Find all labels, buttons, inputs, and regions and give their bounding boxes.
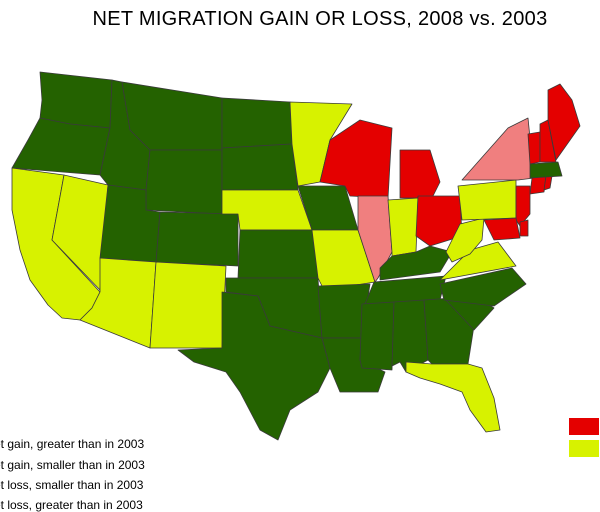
state-alabama — [391, 299, 429, 373]
state-south-dakota — [221, 143, 299, 191]
state-ohio — [415, 195, 463, 247]
state-kentucky — [379, 245, 453, 281]
state-oregon — [11, 117, 111, 176]
state-colorado — [155, 211, 239, 267]
legend-item: et loss, smaller than in 2003 — [0, 478, 144, 492]
state-new-york — [461, 117, 535, 181]
state-michigan — [399, 149, 441, 199]
state-indiana — [387, 197, 419, 257]
state-new-hampshire — [539, 119, 557, 163]
state-pennsylvania — [457, 179, 517, 221]
state-delaware — [519, 219, 529, 237]
legend-swatch-loss-greater — [569, 418, 599, 435]
state-massachusetts — [529, 161, 563, 179]
state-texas — [177, 291, 331, 441]
legend-item: et gain, greater than in 2003 — [0, 437, 145, 451]
map-title: NET MIGRATION GAIN OR LOSS, 2008 vs. 200… — [92, 8, 548, 30]
state-wyoming — [145, 149, 223, 215]
state-maryland — [483, 217, 521, 241]
legend-item: et loss, greater than in 2003 — [0, 498, 143, 512]
state-vermont — [527, 131, 541, 165]
legend-swatch-gain-smaller — [569, 440, 599, 457]
state-new-jersey — [515, 185, 531, 227]
state-kansas — [237, 229, 319, 279]
legend-item: et gain, smaller than in 2003 — [0, 458, 145, 472]
states-layer — [11, 71, 581, 441]
state-illinois — [357, 195, 393, 283]
state-washington — [39, 71, 113, 129]
state-maine — [547, 83, 581, 161]
state-north-carolina — [439, 267, 527, 307]
state-connecticut — [529, 175, 547, 195]
state-north-dakota — [221, 97, 293, 149]
state-new-mexico — [149, 261, 227, 349]
state-west-virginia — [445, 217, 485, 263]
state-florida — [405, 361, 501, 433]
state-mississippi — [359, 301, 395, 371]
